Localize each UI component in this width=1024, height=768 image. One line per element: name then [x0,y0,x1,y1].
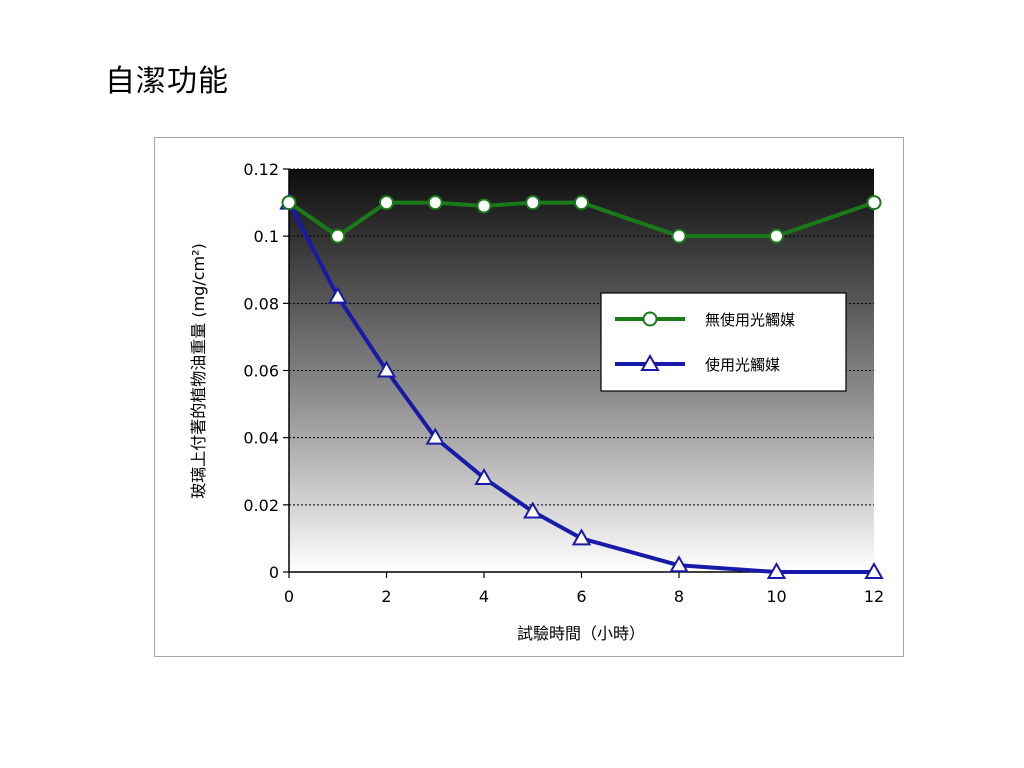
legend-swatch-marker [642,311,658,327]
y-tick-label: 0.12 [243,160,279,179]
x-tick-label: 6 [576,587,586,606]
y-axis-label: 玻璃上付著的植物油重量 (mg/cm²) [189,243,208,499]
data-point-series-0 [281,195,297,211]
y-tick-label: 0.02 [243,496,279,515]
x-tick-label: 8 [674,587,684,606]
data-point-series-1 [474,467,494,485]
x-axis-label: 試驗時間（小時） [517,624,645,643]
data-point-series-0 [476,198,492,214]
legend-box [600,292,847,392]
data-point-series-0 [574,195,589,211]
data-point-series-0 [769,228,784,244]
data-point-series-0 [671,228,687,244]
data-point-series-1 [328,286,348,304]
x-tick-label: 12 [864,587,884,606]
x-tick-label: 2 [381,587,391,606]
x-tick-label: 4 [479,587,489,606]
data-point-series-1 [864,561,884,579]
y-tick-label: 0.08 [243,294,279,313]
axes: 0 0.02 0.04 0.06 0.08 0.1 0.12 0 2 4 6 8 10 12 [243,160,884,606]
y-tick-label: 0 [269,563,279,582]
x-tick-label: 0 [284,587,294,606]
data-point-series-1 [766,561,787,579]
data-point-series-1 [523,501,543,519]
data-point-series-0 [379,195,394,211]
y-tick-label: 0.04 [243,429,279,448]
data-point-series-0 [866,195,882,211]
legend-label: 無使用光觸媒 [705,311,795,329]
series-line-0 [287,200,875,239]
y-tick-label: 0.1 [254,227,279,246]
series [279,192,884,579]
data-point-series-1 [571,528,592,546]
data-point-series-1 [425,427,445,445]
data-point-series-0 [427,195,443,211]
data-point-series-1 [376,360,397,378]
x-tick-label: 10 [766,587,786,606]
legend-label: 使用光觸媒 [705,356,780,374]
data-point-series-0 [525,195,541,211]
line-chart: 0 0.02 0.04 0.06 0.08 0.1 0.12 0 2 4 6 8 10 12 無使用光觸媒… [189,160,884,643]
data-point-series-0 [330,228,346,244]
legend-swatch-marker [640,353,660,371]
data-point-series-1 [669,555,689,573]
slide-title: 自潔功能 [105,64,229,99]
chart-frame: 0 0.02 0.04 0.06 0.08 0.1 0.12 0 2 4 6 8 10 12 無使用光觸媒… [154,137,904,657]
series-line-1 [287,201,874,574]
y-tick-label: 0.06 [243,362,279,381]
